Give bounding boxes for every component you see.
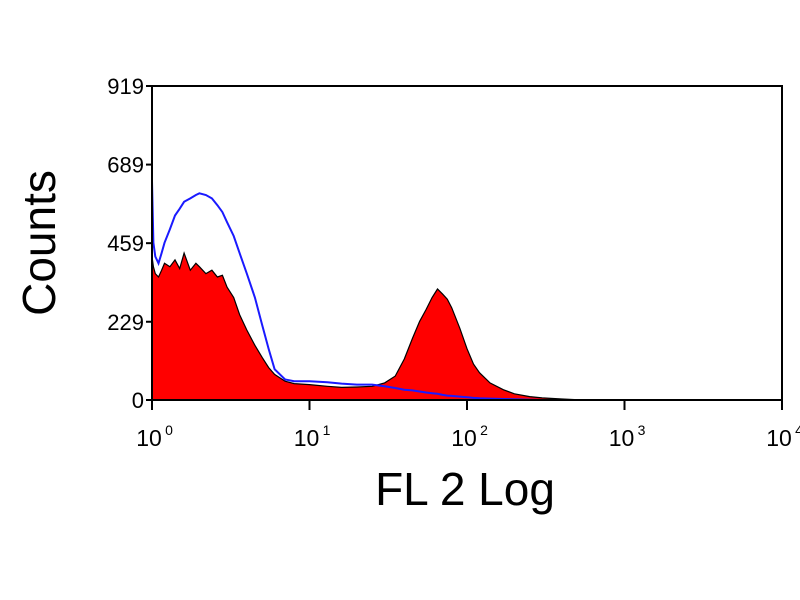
x-tick-label: 10 [609,425,635,451]
x-tick-exponent: 1 [323,422,331,438]
x-axis-label: FL 2 Log [375,463,555,515]
x-axis: 10 0 10 1 10 2 10 3 10 4 [136,400,800,451]
plot-series [151,181,590,401]
histogram-filled-series [151,251,590,401]
x-tick-exponent: 2 [480,422,488,438]
y-tick-label: 459 [107,231,144,256]
y-tick-label: 0 [132,388,144,413]
x-tick-label: 10 [451,425,477,451]
x-tick-exponent: 0 [165,422,173,438]
y-tick-label: 229 [107,310,144,335]
y-axis: 0 229 459 689 919 [107,74,152,413]
y-axis-label: Counts [13,170,65,316]
x-tick-label: 10 [294,425,320,451]
x-tick-label: 10 [766,425,792,451]
histogram-outline-series [151,181,543,401]
x-tick-exponent: 3 [638,422,646,438]
y-tick-label: 689 [107,153,144,178]
x-tick-exponent: 4 [795,422,800,438]
x-tick-label: 10 [136,425,162,451]
y-tick-label: 919 [107,74,144,99]
